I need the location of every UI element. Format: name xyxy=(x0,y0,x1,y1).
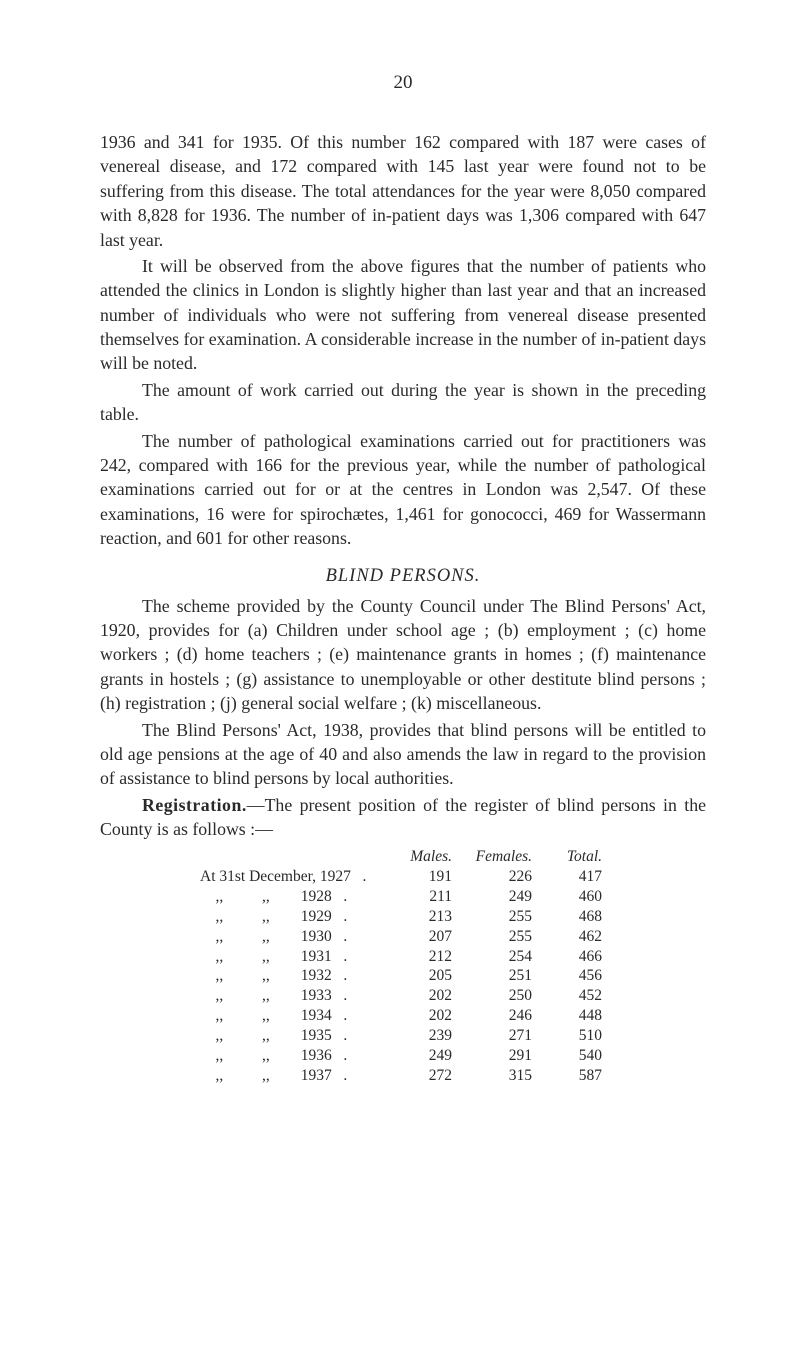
paragraph-3: The amount of work carried out during th… xyxy=(100,378,706,427)
cell-females: 255 xyxy=(470,907,550,927)
cell-males: 191 xyxy=(390,867,470,887)
row-label: ,, ,, 1932 . xyxy=(200,966,390,986)
cell-males: 249 xyxy=(390,1046,470,1066)
table-row: ,, ,, 1931 .212254466 xyxy=(200,947,706,967)
registration-table: . Males. Females. Total. At 31st Decembe… xyxy=(200,847,706,1085)
paragraph-5: The scheme provided by the County Counci… xyxy=(100,594,706,716)
table-row: ,, ,, 1935 .239271510 xyxy=(200,1026,706,1046)
paragraph-registration: Registration.—The present position of th… xyxy=(100,793,706,842)
table-row: ,, ,, 1937 .272315587 xyxy=(200,1066,706,1086)
table-row: ,, ,, 1934 .202246448 xyxy=(200,1006,706,1026)
cell-total: 460 xyxy=(550,887,620,907)
cell-total: 448 xyxy=(550,1006,620,1026)
table-row: ,, ,, 1930 .207255462 xyxy=(200,927,706,947)
row-label: ,, ,, 1935 . xyxy=(200,1026,390,1046)
cell-males: 239 xyxy=(390,1026,470,1046)
cell-total: 468 xyxy=(550,907,620,927)
cell-females: 315 xyxy=(470,1066,550,1086)
cell-males: 205 xyxy=(390,966,470,986)
row-label: ,, ,, 1934 . xyxy=(200,1006,390,1026)
cell-total: 456 xyxy=(550,966,620,986)
cell-total: 452 xyxy=(550,986,620,1006)
cell-females: 291 xyxy=(470,1046,550,1066)
page-number: 20 xyxy=(100,70,706,96)
table-row: ,, ,, 1932 .205251456 xyxy=(200,966,706,986)
cell-females: 249 xyxy=(470,887,550,907)
cell-total: 540 xyxy=(550,1046,620,1066)
table-header-row: . Males. Females. Total. xyxy=(200,847,706,867)
cell-males: 212 xyxy=(390,947,470,967)
table-header-total: Total. xyxy=(550,847,620,867)
row-label: ,, ,, 1936 . xyxy=(200,1046,390,1066)
table-row: At 31st December, 1927 .191226417 xyxy=(200,867,706,887)
cell-males: 211 xyxy=(390,887,470,907)
section-title-blind-persons: BLIND PERSONS. xyxy=(100,564,706,589)
page-container: 20 1936 and 341 for 1935. Of this number… xyxy=(0,0,801,1356)
row-label: ,, ,, 1928 . xyxy=(200,887,390,907)
paragraph-2: It will be observed from the above figur… xyxy=(100,254,706,376)
paragraph-1: 1936 and 341 for 1935. Of this number 16… xyxy=(100,130,706,252)
paragraph-6: The Blind Persons' Act, 1938, provides t… xyxy=(100,718,706,791)
cell-males: 202 xyxy=(390,986,470,1006)
row-label: At 31st December, 1927 . xyxy=(200,867,390,887)
cell-females: 254 xyxy=(470,947,550,967)
table-row: ,, ,, 1928 .211249460 xyxy=(200,887,706,907)
cell-total: 462 xyxy=(550,927,620,947)
cell-total: 466 xyxy=(550,947,620,967)
table-header-females: Females. xyxy=(470,847,550,867)
table-row: ,, ,, 1936 .249291540 xyxy=(200,1046,706,1066)
cell-females: 255 xyxy=(470,927,550,947)
cell-males: 202 xyxy=(390,1006,470,1026)
cell-females: 251 xyxy=(470,966,550,986)
table-row: ,, ,, 1929 .213255468 xyxy=(200,907,706,927)
row-label: ,, ,, 1937 . xyxy=(200,1066,390,1086)
paragraph-4: The number of pathological examinations … xyxy=(100,429,706,551)
table-row: ,, ,, 1933 .202250452 xyxy=(200,986,706,1006)
cell-total: 510 xyxy=(550,1026,620,1046)
cell-total: 417 xyxy=(550,867,620,887)
cell-females: 246 xyxy=(470,1006,550,1026)
cell-total: 587 xyxy=(550,1066,620,1086)
cell-males: 272 xyxy=(390,1066,470,1086)
registration-label: Registration. xyxy=(142,795,247,815)
table-header-males: Males. xyxy=(390,847,470,867)
cell-males: 213 xyxy=(390,907,470,927)
row-label: ,, ,, 1933 . xyxy=(200,986,390,1006)
cell-females: 271 xyxy=(470,1026,550,1046)
cell-males: 207 xyxy=(390,927,470,947)
row-label: ,, ,, 1929 . xyxy=(200,907,390,927)
row-label: ,, ,, 1930 . xyxy=(200,927,390,947)
cell-females: 250 xyxy=(470,986,550,1006)
cell-females: 226 xyxy=(470,867,550,887)
row-label: ,, ,, 1931 . xyxy=(200,947,390,967)
